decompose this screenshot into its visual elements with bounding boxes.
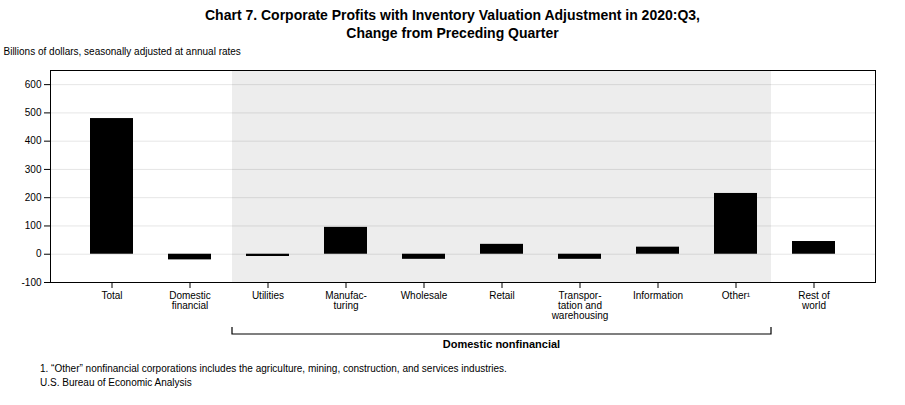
svg-text:Other¹: Other¹ [722, 290, 751, 301]
html-text:U.S. Bureau of Economic Analys: U.S. Bureau of Economic Analysis [40, 376, 192, 388]
svg-text:100: 100 [25, 221, 42, 232]
svg-text:Rest ofworld: Rest ofworld [798, 290, 830, 311]
svg-text:Information: Information [633, 290, 683, 301]
svg-text:Transpor-tation andwarehousing: Transpor-tation andwarehousing [551, 290, 609, 321]
svg-text:Utilities: Utilities [252, 290, 284, 301]
svg-text:200: 200 [25, 192, 42, 203]
svg-text:Domestic nonfinancial: Domestic nonfinancial [443, 338, 560, 350]
svg-text:300: 300 [25, 164, 42, 175]
svg-text:Billions of dollars, seasonall: Billions of dollars, seasonally adjusted… [4, 46, 241, 57]
svg-text:400: 400 [25, 136, 42, 147]
svg-text:Domesticfinancial: Domesticfinancial [169, 290, 211, 311]
svg-text:Retail: Retail [489, 290, 515, 301]
svg-text:Wholesale: Wholesale [401, 290, 448, 301]
html-text:Chart 7. Corporate Profits wit: Chart 7. Corporate Profits with Inventor… [205, 7, 700, 42]
svg-text:0: 0 [36, 249, 42, 260]
svg-text:600: 600 [25, 79, 42, 90]
svg-text:Manufac-turing: Manufac-turing [325, 290, 367, 311]
svg-text:500: 500 [25, 107, 42, 118]
html-text:1. “Other” nonfinancial corpor: 1. “Other” nonfinancial corporations inc… [40, 363, 507, 375]
svg-text:-100: -100 [21, 277, 41, 288]
svg-text:Total: Total [101, 290, 122, 301]
